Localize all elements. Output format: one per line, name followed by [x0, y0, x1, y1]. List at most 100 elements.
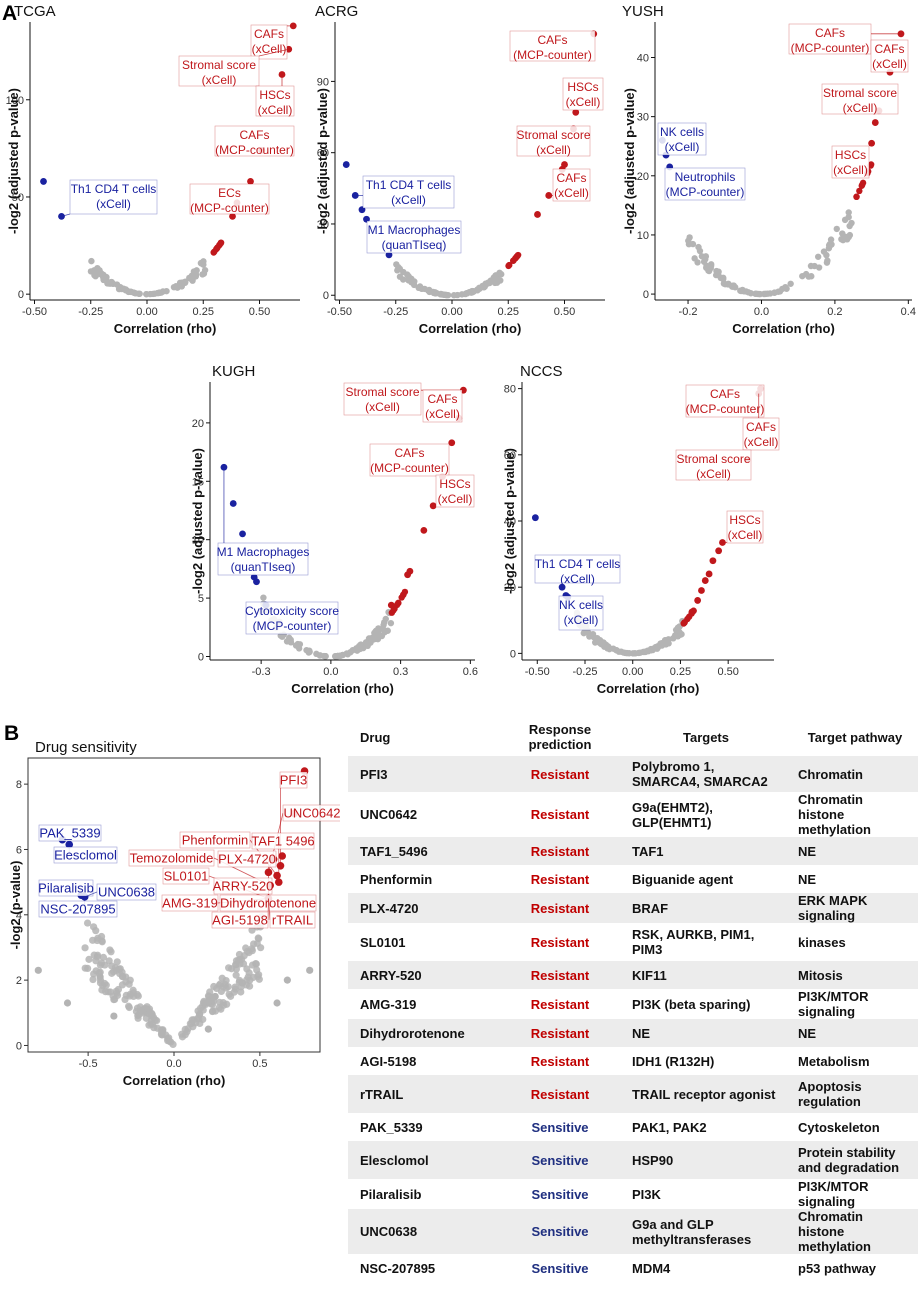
background-point: [432, 290, 439, 297]
background-point: [159, 288, 167, 295]
targets-cell: IDH1 (R132H): [632, 1053, 715, 1069]
background-point: [672, 626, 680, 634]
annotation-box: [343, 382, 422, 416]
annotation-label: Stromal score: [676, 452, 750, 466]
resistant-point: [871, 119, 879, 126]
x-tick-label: 0.25: [670, 666, 691, 678]
sensitive-point: [239, 530, 246, 538]
annotation-label: (xCell): [365, 400, 400, 414]
background-point: [396, 273, 404, 280]
significant-point: [217, 239, 225, 247]
figure-b-canvas: Drug sensitivity -0.5 0.0 0.5 0 2 4 6 8 Correlati…: [4, 722, 340, 1088]
pathway-cell: Protein stability and degradation: [786, 1141, 918, 1179]
background-point: [306, 966, 314, 974]
annotation-box: [552, 168, 591, 202]
x-tick-label: -0.50: [525, 666, 550, 678]
annotation-label: (xCell): [258, 103, 293, 117]
response-cell: Resistant: [494, 837, 620, 865]
background-point: [91, 272, 98, 279]
table-header-row: Drug Response prediction Targets Target …: [348, 718, 918, 756]
sensitive-point: [342, 161, 350, 168]
resistant-point: [278, 852, 287, 860]
sensitive-point: [229, 500, 237, 507]
panel-label-b: B: [4, 722, 19, 745]
chart-drug-sensitivity: Drug sensitivity -0.5 0.0 0.5 0 2 4 6 8 Correlati…: [8, 739, 340, 1088]
annotation-box: [38, 879, 94, 897]
annotation-label: CAFs: [710, 387, 740, 401]
response-cell: Resistant: [494, 1019, 620, 1047]
x-tick-label: 0.5: [252, 1058, 267, 1070]
background-point: [260, 594, 267, 601]
pathway-cell: Metabolism: [798, 1053, 870, 1069]
background-point: [129, 992, 138, 1001]
annotation-label: (MCP-counter): [513, 48, 592, 62]
pathway-cell: NE: [786, 837, 918, 865]
annotation-label: (xCell): [202, 73, 237, 87]
annotation-label: HSCs: [835, 148, 866, 162]
table-row: AMG-319 Resistant PI3K (beta sparing) PI3K/…: [348, 989, 918, 1019]
background-point: [343, 650, 351, 657]
background-point: [200, 261, 207, 268]
background-point: [827, 236, 835, 243]
targets-cell: Biguanide agent: [632, 871, 734, 887]
header-response: Response prediction: [528, 722, 592, 752]
resistant-point: [534, 211, 541, 218]
x-tick-label: -0.25: [383, 306, 408, 318]
background-point: [729, 283, 737, 290]
targets-cell: TRAIL receptor agonist: [620, 1075, 786, 1113]
y-tick-label: 90: [317, 76, 329, 88]
annotation-label: Th1 CD4 T cells: [366, 178, 452, 192]
background-point: [116, 284, 123, 292]
background-point: [193, 267, 200, 274]
background-point: [111, 995, 119, 1004]
resistant-point: [694, 597, 702, 604]
background-point: [671, 632, 679, 639]
significant-point: [512, 255, 519, 262]
x-tick-label: 0.4: [901, 306, 916, 318]
table-row: SL0101 Resistant RSK, AURKB, PIM1, PIM3 kin…: [348, 923, 918, 961]
background-point: [444, 291, 452, 299]
background-point: [387, 619, 395, 627]
annotation-label: Phenformin: [182, 833, 248, 848]
table-row: rTRAIL Resistant TRAIL receptor agonist Apo…: [348, 1075, 918, 1113]
background-point: [239, 960, 248, 968]
annotation-leader: [258, 48, 289, 57]
background-point: [248, 961, 257, 969]
annotation-box: [369, 443, 450, 477]
background-point: [90, 951, 98, 959]
significant-point: [853, 193, 860, 200]
annotation-label: (xCell): [728, 528, 763, 542]
annotation-box: [362, 175, 455, 209]
x-tick-label: -0.50: [22, 306, 47, 318]
y-tick-label: 30: [317, 219, 329, 231]
response-cell: Resistant: [530, 1053, 590, 1069]
annotation-leader: [268, 898, 271, 921]
annotation-box: [38, 824, 102, 842]
background-point: [111, 964, 120, 972]
annotation-label: CAFs: [428, 392, 458, 406]
background-point: [181, 278, 189, 286]
background-point: [110, 1012, 118, 1020]
pathway-cell: Chromatin: [786, 756, 918, 792]
annotation-box: [53, 846, 118, 864]
background-point: [88, 257, 95, 265]
background-point: [629, 650, 637, 657]
annotation-label: HSCs: [729, 513, 760, 527]
annotation-label: NK cells: [559, 598, 603, 612]
background-point: [799, 272, 806, 280]
annotation-label: PFI3: [280, 773, 307, 788]
y-axis-label: -log2 (adjusted p-value): [315, 88, 330, 234]
annotation-label: (xCell): [564, 613, 599, 627]
drug-cell: PFI3: [348, 756, 494, 792]
background-point: [707, 262, 715, 270]
resistant-point: [698, 587, 705, 594]
table-row: PLX-4720 Resistant BRAF ERK MAPK signaling: [348, 893, 918, 923]
y-tick-label: 15: [192, 476, 204, 488]
background-point: [756, 290, 764, 298]
resistant-point: [719, 539, 726, 546]
annotation-box: [211, 911, 269, 929]
x-tick-label: 0.00: [441, 306, 462, 318]
background-point: [122, 286, 129, 294]
header-targets: Targets: [683, 729, 729, 745]
table-row: PAK_5339 Sensitive PAK1, PAK2 Cytoskeleton: [348, 1113, 918, 1141]
